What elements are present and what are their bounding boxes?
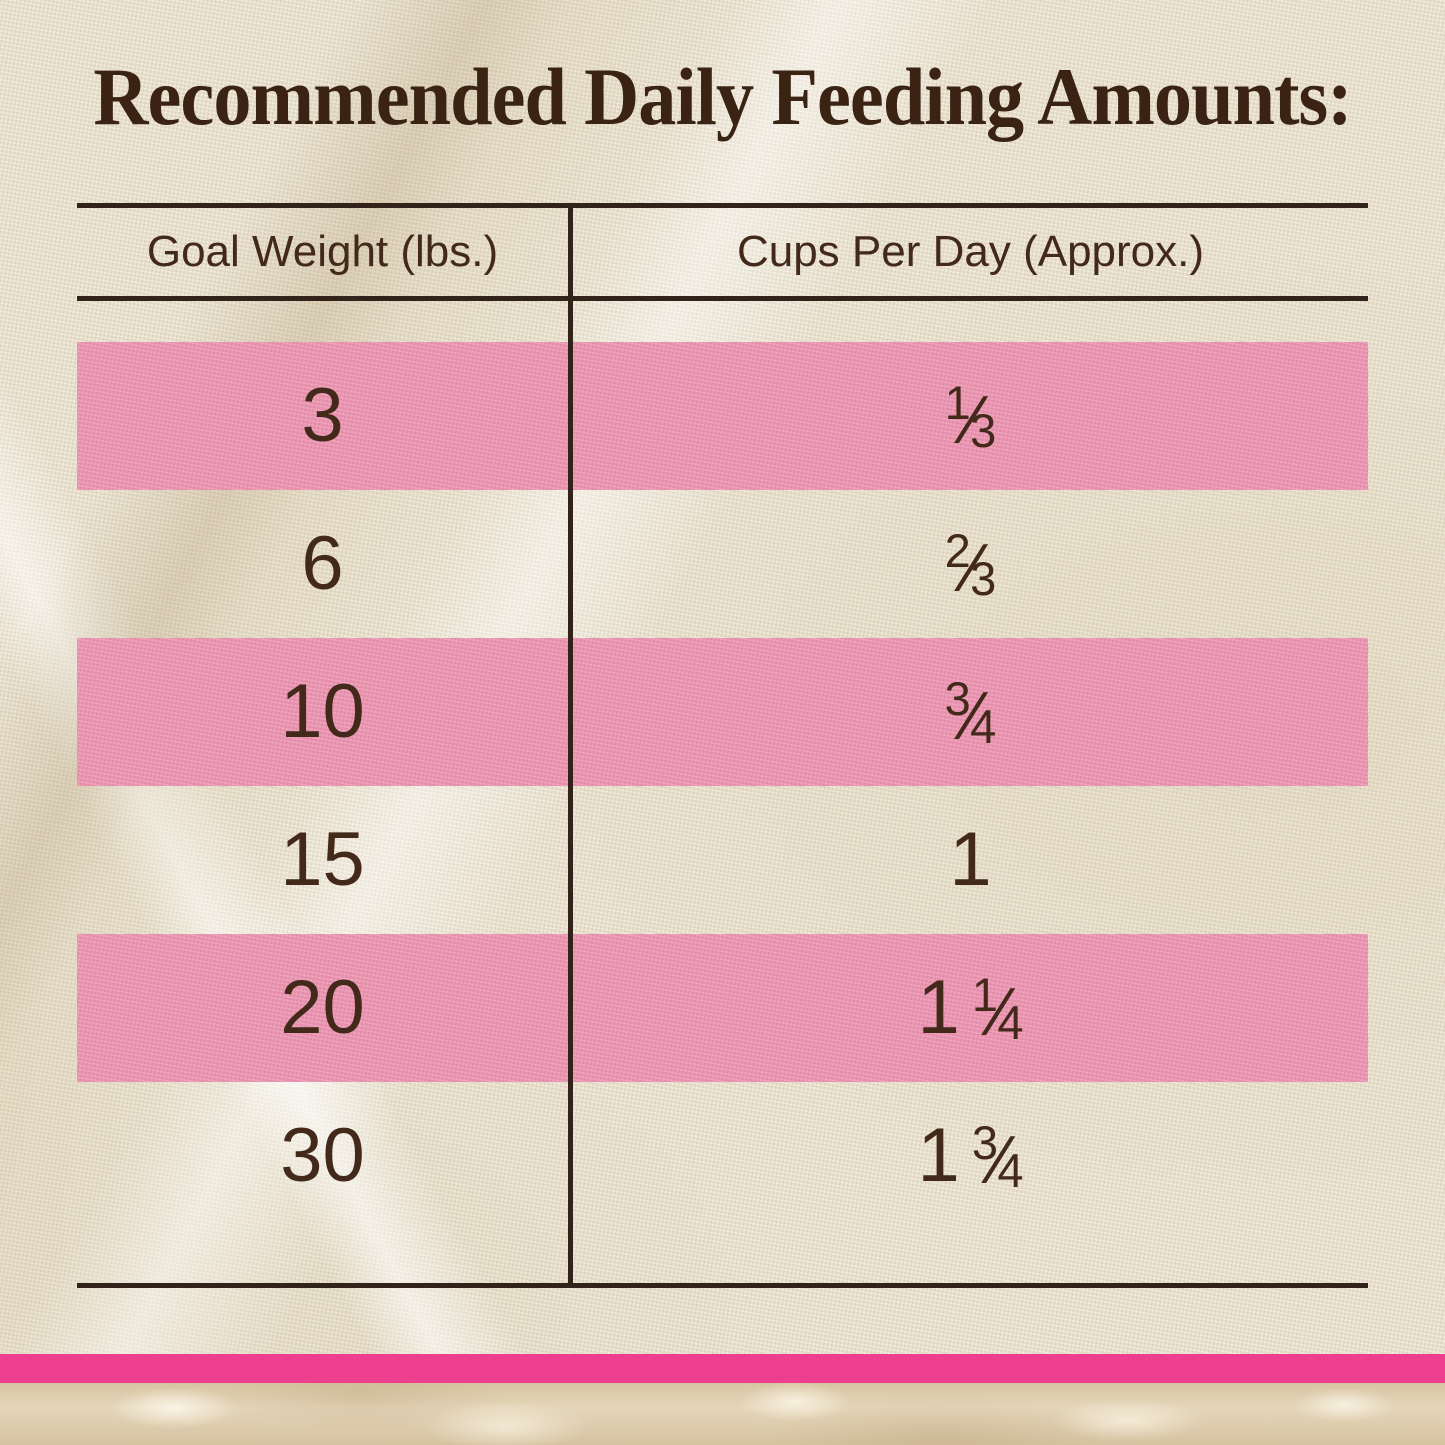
page-title-text: Recommended Daily Feeding Amounts: [93, 51, 1352, 142]
column-header-cups-per-day: Cups Per Day (Approx.) [736, 227, 1205, 276]
cups-fraction: 3⁄4 [972, 1118, 1024, 1194]
table-row: 3 1⁄3 [77, 342, 1368, 490]
accent-bar [0, 1354, 1445, 1383]
table-top-border [77, 203, 1368, 208]
fraction-slash: ⁄ [967, 678, 980, 754]
column-header-goal-weight: Goal Weight (lbs.) [146, 227, 499, 276]
fraction-numerator: 3 [971, 1116, 998, 1169]
fraction-slash: ⁄ [967, 530, 980, 606]
goal-weight-value: 30 [280, 1113, 365, 1198]
goal-weight-value: 10 [280, 669, 365, 754]
fraction-slash: ⁄ [994, 974, 1007, 1050]
goal-weight-value: 15 [280, 817, 365, 902]
fraction-denominator: 4 [970, 700, 997, 753]
cups-fraction: 2⁄3 [945, 526, 997, 602]
goal-weight-value: 20 [280, 965, 365, 1050]
goal-weight-value: 6 [301, 521, 344, 606]
fraction-denominator: 4 [997, 1144, 1024, 1197]
fraction-numerator: 1 [971, 968, 998, 1021]
table-row: 6 2⁄3 [77, 490, 1368, 638]
table-row: 15 1 [77, 786, 1368, 934]
cups-per-day-value: 3⁄4 [573, 638, 1368, 786]
fraction-denominator: 3 [970, 552, 997, 605]
cups-whole-number: 1 [917, 965, 960, 1050]
fraction-denominator: 4 [997, 996, 1024, 1049]
header-underline [77, 296, 1368, 301]
cups-per-day-value: 1⁄3 [573, 342, 1368, 490]
table-bottom-border [77, 1283, 1368, 1288]
column-divider-line [568, 203, 573, 1288]
fraction-numerator: 1 [944, 376, 971, 429]
fraction-numerator: 3 [944, 672, 971, 725]
cups-fraction: 1⁄4 [972, 970, 1024, 1046]
goal-weight-value: 3 [301, 373, 344, 458]
table-row: 30 1 3⁄4 [77, 1082, 1368, 1230]
cups-per-day-value: 1 [573, 786, 1368, 934]
fraction-slash: ⁄ [967, 382, 980, 458]
fraction-denominator: 3 [970, 404, 997, 457]
cups-per-day-value: 2⁄3 [573, 490, 1368, 638]
cups-whole-number: 1 [917, 1113, 960, 1198]
cups-fraction: 3⁄4 [945, 674, 997, 750]
cups-whole-number: 1 [949, 817, 992, 902]
page-title: Recommended Daily Feeding Amounts: [0, 51, 1445, 142]
marble-strip [0, 1383, 1445, 1445]
fraction-slash: ⁄ [994, 1122, 1007, 1198]
table-row: 20 1 1⁄4 [77, 934, 1368, 1082]
fraction-numerator: 2 [944, 524, 971, 577]
table-body: 3 1⁄3 6 2⁄3 10 3⁄4 15 1 20 1 1⁄4 30 1 3⁄4 [77, 301, 1368, 1230]
table-header-row: Goal Weight (lbs.) Cups Per Day (Approx.… [77, 208, 1368, 296]
cups-fraction: 1⁄3 [945, 378, 997, 454]
cups-per-day-value: 1 3⁄4 [573, 1082, 1368, 1230]
cups-per-day-value: 1 1⁄4 [573, 934, 1368, 1082]
table-row: 10 3⁄4 [77, 638, 1368, 786]
